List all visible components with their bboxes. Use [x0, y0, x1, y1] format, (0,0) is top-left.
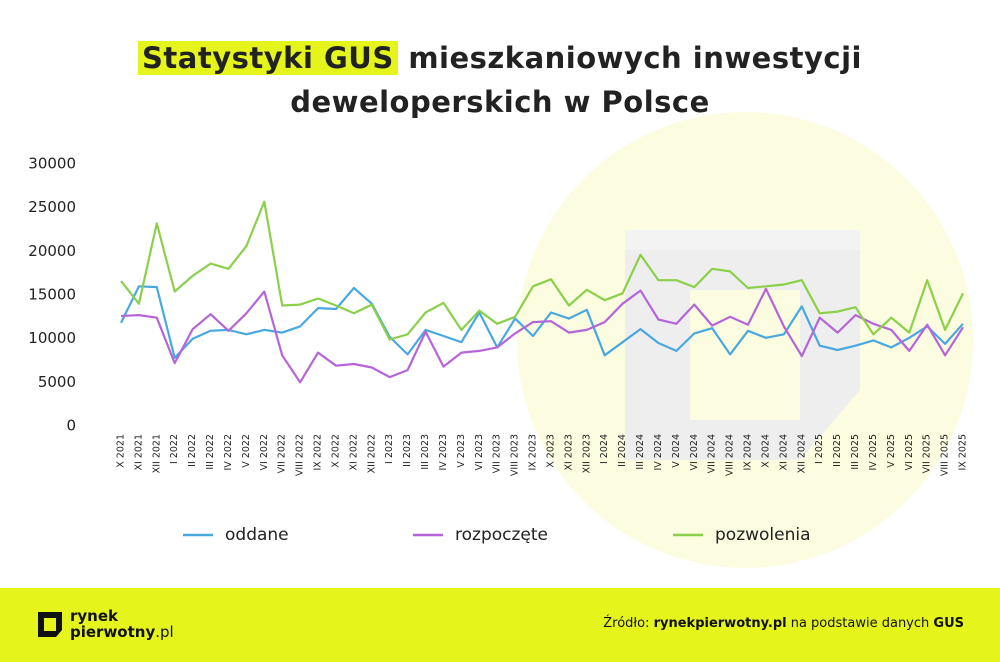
- x-tick-label: VII 2023: [492, 434, 503, 473]
- x-tick-label: X 2024: [760, 434, 771, 468]
- x-tick-label: I 2023: [384, 434, 395, 464]
- x-tick-label: VII 2024: [707, 434, 718, 473]
- x-tick-label: VII 2025: [922, 434, 933, 473]
- y-tick-label: 15000: [28, 286, 76, 304]
- y-tick-label: 0: [66, 417, 76, 435]
- series-line: [120, 285, 964, 359]
- x-tick-label: X 2021: [116, 434, 127, 468]
- x-tick-label: IV 2025: [868, 434, 879, 471]
- footer: rynek pierwotny.pl Źródło: rynekpierwotn…: [0, 588, 1000, 662]
- bg-logo-shape: [625, 230, 860, 250]
- x-tick-label: XI 2022: [348, 434, 359, 471]
- x-tick-label: XII 2022: [366, 434, 377, 473]
- x-tick-label: VIII 2024: [725, 434, 736, 476]
- x-tick-label: IX 2024: [743, 434, 754, 471]
- x-tick-label: V 2024: [671, 434, 682, 468]
- x-tick-label: IX 2025: [958, 434, 969, 471]
- x-tick-label: VI 2023: [474, 434, 485, 471]
- x-tick-label: VIII 2025: [940, 434, 951, 476]
- x-tick-label: XI 2021: [133, 434, 144, 471]
- legend-label: oddane: [225, 525, 289, 545]
- x-tick-label: V 2022: [241, 434, 252, 468]
- source: Źródło: rynekpierwotny.pl na podstawie d…: [603, 616, 964, 631]
- x-tick-label: VIII 2023: [510, 434, 521, 476]
- x-tick-label: XI 2024: [778, 434, 789, 471]
- x-tick-label: XII 2021: [151, 434, 162, 473]
- x-tick-label: VI 2024: [689, 434, 700, 471]
- title-line2: deweloperskich w Polsce: [290, 85, 710, 119]
- x-tick-label: III 2024: [635, 434, 646, 470]
- logo-icon: [38, 612, 62, 637]
- x-tick-label: IV 2023: [438, 434, 449, 471]
- source-label: Źródło:: [603, 616, 650, 631]
- chart-title: Statystyki GUS mieszkaniowych inwestycji…: [0, 36, 1000, 124]
- x-tick-label: I 2025: [814, 434, 825, 464]
- x-tick-label: XII 2024: [796, 434, 807, 473]
- y-tick-label: 20000: [28, 242, 76, 260]
- x-tick-label: III 2025: [850, 434, 861, 470]
- x-tick-label: III 2023: [420, 434, 431, 470]
- x-tick-label: VIII 2022: [295, 434, 306, 476]
- x-tick-label: VI 2022: [259, 434, 270, 471]
- x-tick-label: I 2024: [599, 434, 610, 464]
- legend-label: pozwolenia: [715, 525, 811, 545]
- y-tick-label: 25000: [28, 198, 76, 216]
- series-line: [120, 200, 964, 341]
- legend-label: rozpoczęte: [455, 525, 548, 545]
- x-tick-label: V 2023: [456, 434, 467, 468]
- source-org: GUS: [933, 616, 964, 631]
- x-tick-label: I 2022: [169, 434, 180, 464]
- title-highlight: Statystyki GUS: [138, 41, 398, 75]
- source-text: na podstawie danych: [790, 616, 930, 631]
- x-tick-label: IX 2023: [528, 434, 539, 471]
- logo-line2: pierwotny: [70, 623, 156, 641]
- y-tick-label: 5000: [38, 373, 76, 391]
- x-tick-label: V 2025: [886, 434, 897, 468]
- x-tick-label: X 2022: [330, 434, 341, 468]
- y-tick-label: 30000: [28, 155, 76, 173]
- x-tick-label: II 2025: [832, 434, 843, 467]
- x-tick-label: IV 2022: [223, 434, 234, 471]
- logo-line1: rynek: [70, 607, 119, 625]
- x-tick-label: X 2023: [545, 434, 556, 468]
- logo: rynek pierwotny.pl: [70, 608, 174, 640]
- x-tick-label: VI 2025: [904, 434, 915, 471]
- series-line: [120, 287, 964, 384]
- x-tick-label: II 2024: [617, 434, 628, 467]
- x-tick-label: III 2022: [205, 434, 216, 470]
- x-tick-label: II 2023: [402, 434, 413, 467]
- title-line1: mieszkaniowych inwestycji: [408, 41, 862, 75]
- x-tick-label: IV 2024: [653, 434, 664, 471]
- x-tick-label: XII 2023: [581, 434, 592, 473]
- x-tick-label: IX 2022: [313, 434, 324, 471]
- x-tick-label: XI 2023: [563, 434, 574, 471]
- source-site: rynekpierwotny.pl: [653, 616, 787, 631]
- logo-suffix: .pl: [155, 623, 174, 641]
- x-tick-label: VII 2022: [277, 434, 288, 473]
- y-tick-label: 10000: [28, 329, 76, 347]
- x-tick-label: II 2022: [187, 434, 198, 467]
- bg-logo-shape: [625, 250, 860, 460]
